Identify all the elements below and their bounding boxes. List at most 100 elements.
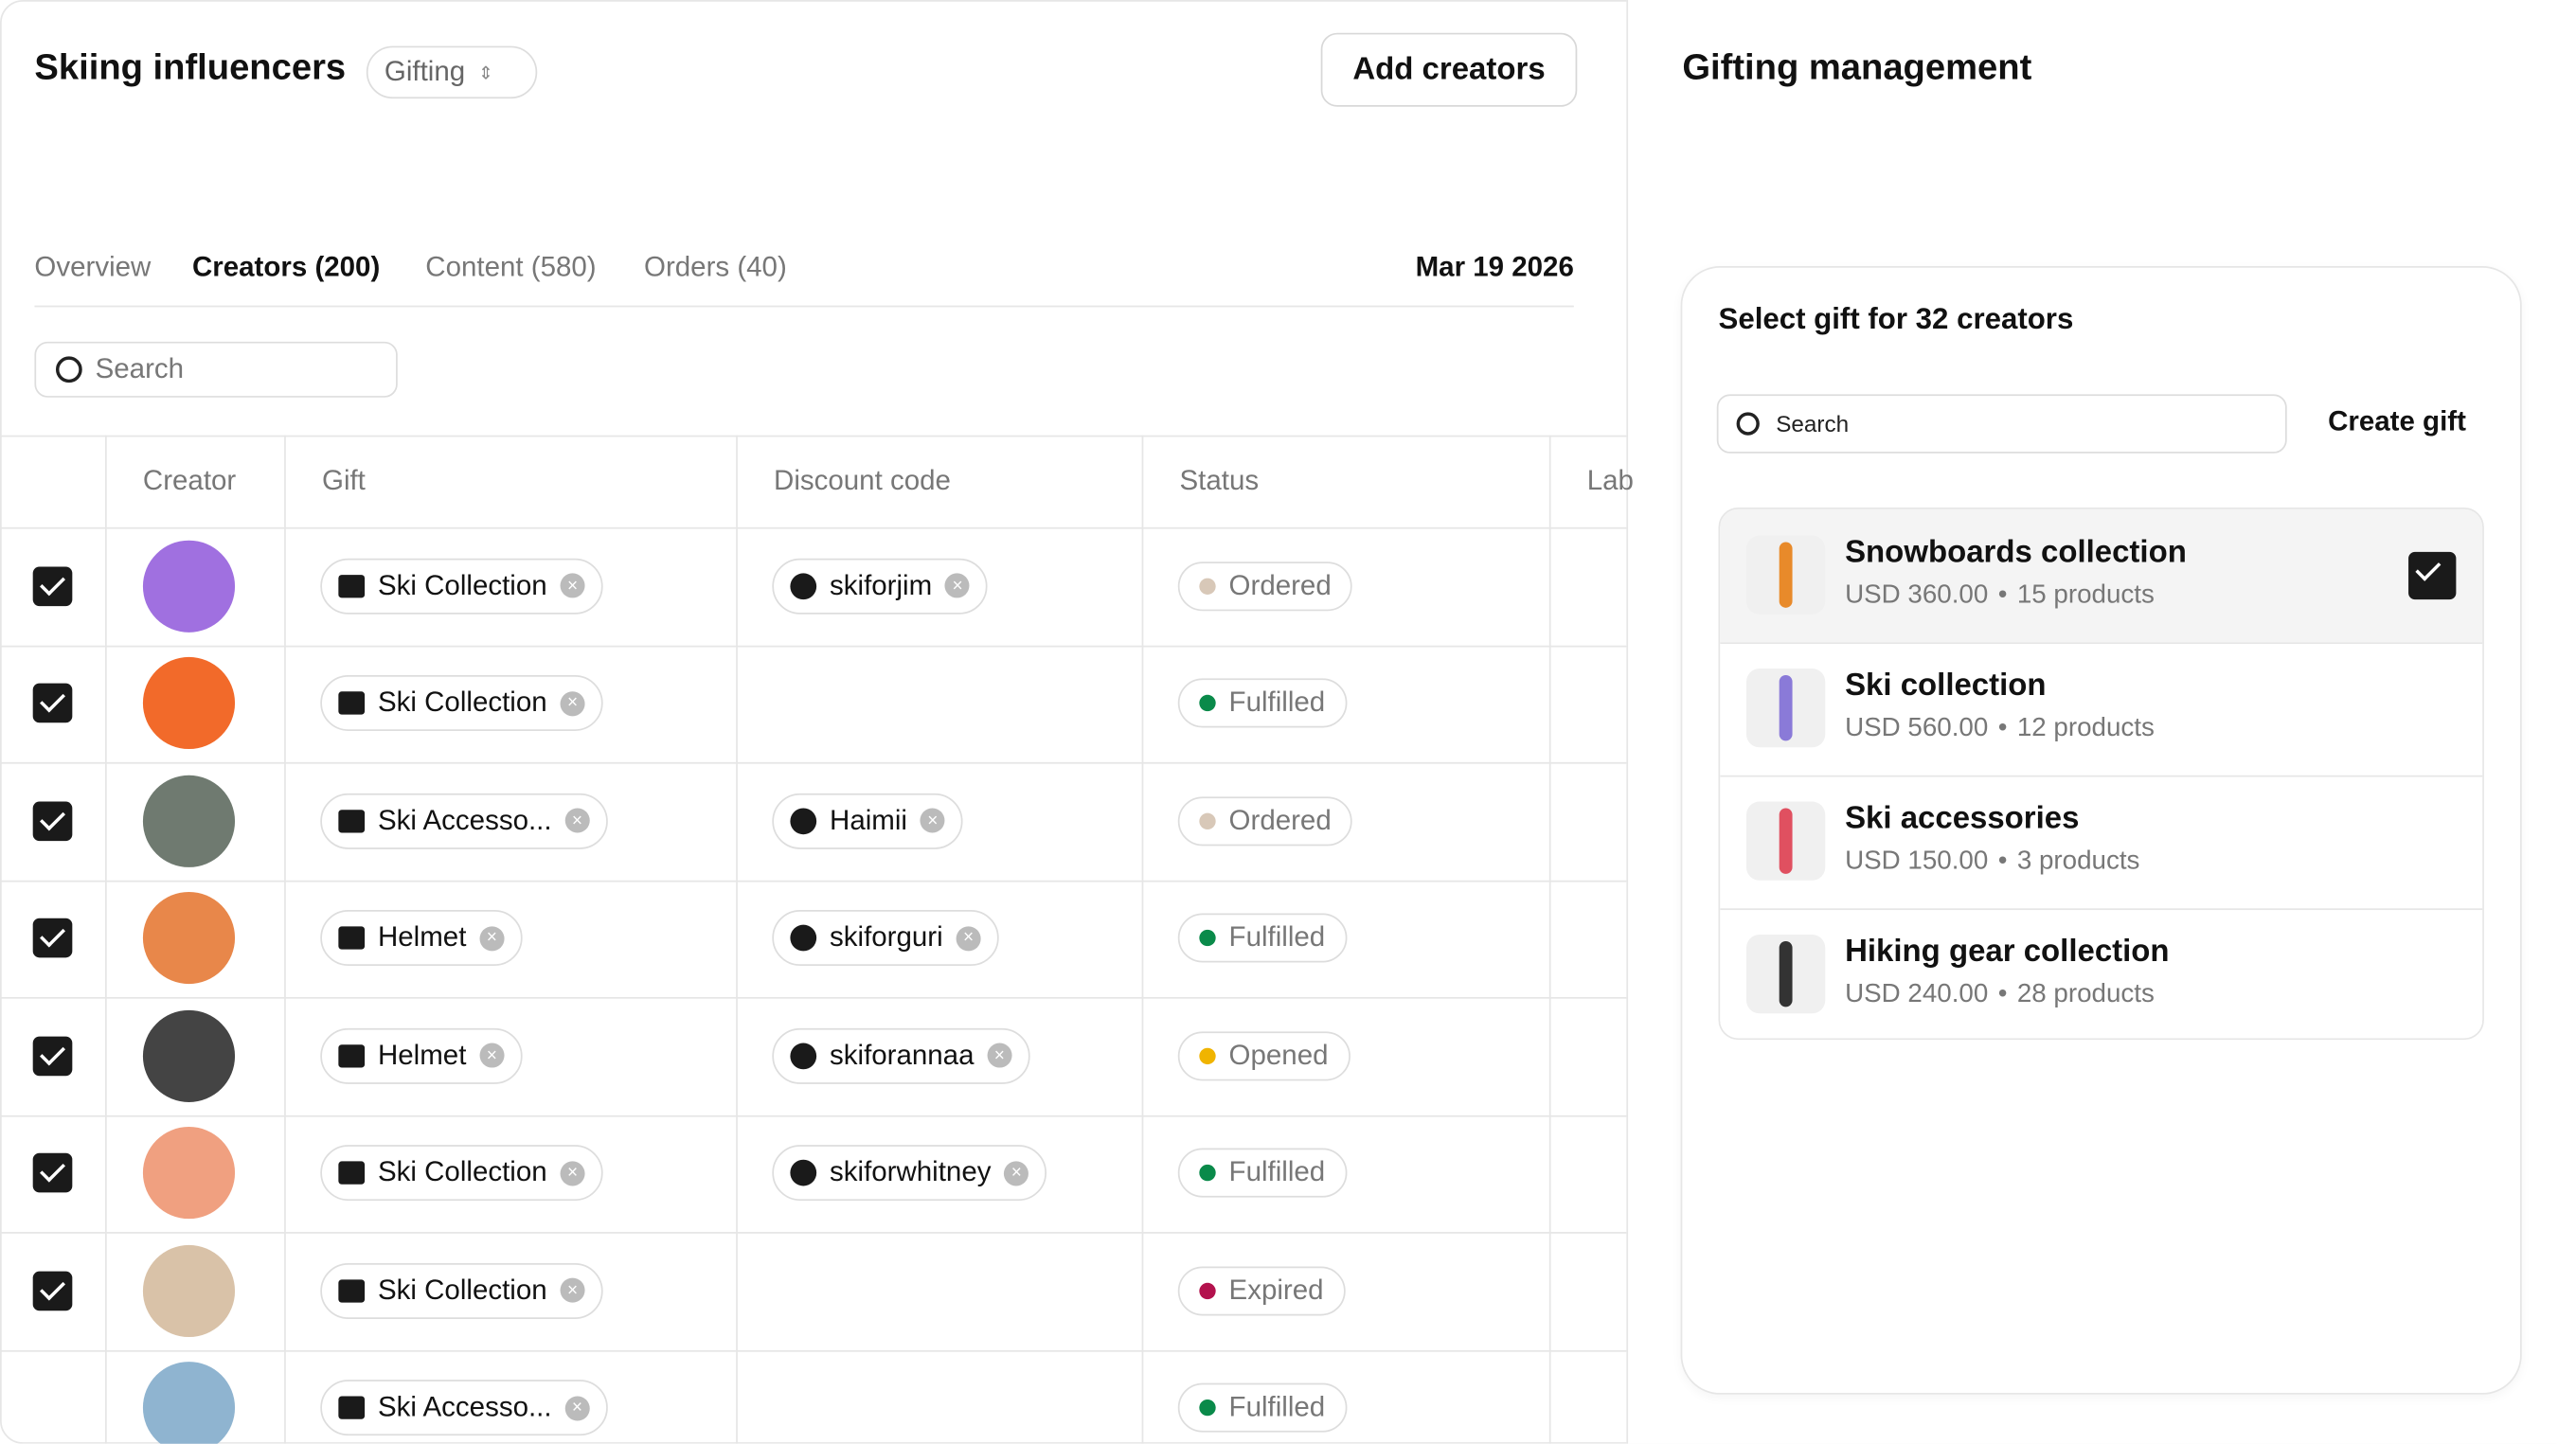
status-dot (1199, 578, 1216, 595)
checkbox[interactable] (32, 1271, 73, 1310)
remove: × (920, 808, 945, 833)
status-dot (1199, 930, 1216, 947)
gift-item[interactable] (1720, 775, 2483, 909)
remove: × (564, 1396, 590, 1421)
avatar (142, 1362, 236, 1444)
gift-icon (338, 1043, 366, 1068)
chevron: ⇕ (478, 62, 494, 83)
gift-meta: USD 150.00 • 3 products (1845, 847, 2139, 877)
separator: • (1997, 581, 2008, 610)
gift-label: Ski Collection (377, 569, 547, 601)
remove: × (564, 808, 590, 833)
gift-tag: Helmet × (320, 1027, 523, 1084)
checkbox[interactable] (32, 801, 73, 841)
gift-thumb-art (1779, 542, 1793, 608)
remove: × (479, 925, 505, 951)
row-divider (0, 996, 1627, 999)
row-divider (0, 1232, 1627, 1234)
avatar (142, 892, 236, 985)
gift-search[interactable]: Search (1716, 394, 2287, 454)
view-select[interactable]: Gifting ⇕ (366, 45, 538, 99)
gift-icon (338, 1278, 366, 1303)
gift-label: Helmet (377, 1039, 467, 1071)
row-divider (0, 761, 1627, 764)
avatar (142, 1244, 236, 1337)
column-header: Lab (1586, 464, 1634, 496)
gift-tag: Helmet × (320, 910, 523, 967)
gift-meta: USD 240.00 • 28 products (1845, 981, 2155, 1010)
gift-label: Helmet (377, 921, 467, 954)
checkbox[interactable] (32, 1036, 73, 1076)
avatar (142, 540, 236, 633)
gift-tag: Ski Collection × (320, 558, 603, 615)
gift-item[interactable] (1720, 908, 2483, 1039)
status-tag: Expired (1177, 1266, 1346, 1316)
status-label: Ordered (1228, 804, 1332, 836)
gift-item[interactable] (1720, 642, 2483, 775)
gift-products: 28 products (2016, 980, 2155, 1009)
gift-name: Snowboards collection (1845, 535, 2187, 570)
gift-tag: Ski Collection × (320, 1262, 603, 1319)
avatar (142, 1009, 236, 1102)
discount-tag: skiforannaa × (772, 1027, 1030, 1084)
status-label: Expired (1228, 1274, 1324, 1306)
row-divider (0, 879, 1627, 882)
status-tag: Fulfilled (1177, 1383, 1347, 1434)
remove: × (1004, 1160, 1029, 1186)
column-header: Creator (142, 464, 237, 496)
status-label: Fulfilled (1228, 1156, 1326, 1188)
status-tag: Ordered (1177, 795, 1353, 846)
row-divider (0, 1349, 1627, 1351)
status-label: Ordered (1228, 569, 1332, 601)
discount-tag: skiforwhitney × (772, 1145, 1047, 1202)
gift-label: Ski Accesso... (377, 1391, 552, 1423)
avatar (142, 657, 236, 750)
create-gift[interactable]: Create gift (2328, 405, 2466, 437)
gift-price: USD 560.00 (1845, 714, 1989, 743)
row-divider (0, 1114, 1627, 1116)
add-creators-button[interactable]: Add creators (1320, 32, 1578, 107)
avatar (142, 1127, 236, 1220)
column-divider (105, 435, 107, 1444)
checkbox[interactable] (32, 1153, 73, 1193)
view-label: Gifting (384, 55, 466, 87)
panel-title: Gifting management (1682, 45, 2032, 87)
gift-label: Ski Accesso... (377, 804, 552, 836)
gift-search-placeholder: Search (1776, 410, 1850, 437)
table-border (0, 435, 1627, 437)
separator: • (1997, 847, 2008, 876)
remove: × (956, 925, 981, 951)
checkbox[interactable] (32, 566, 73, 606)
discount-label: skiforguri (830, 921, 943, 954)
remove: × (560, 573, 585, 598)
gift-price: USD 150.00 (1845, 847, 1989, 876)
card-title: Select gift for 32 creators (1718, 302, 2074, 335)
discount-label: skiforannaa (830, 1039, 975, 1071)
search-box[interactable]: Search (34, 341, 398, 398)
tab[interactable]: Overview (34, 251, 152, 283)
tab[interactable]: Content (580) (425, 251, 597, 283)
remove: × (479, 1043, 505, 1068)
gift-checkbox[interactable] (2408, 551, 2457, 600)
gift-icon (338, 809, 366, 833)
search-icon (55, 356, 82, 383)
gift-meta: USD 360.00 • 15 products (1845, 581, 2155, 611)
tab[interactable]: Orders (40) (644, 251, 787, 283)
discount-icon (790, 925, 817, 952)
discount-icon (790, 572, 817, 599)
gift-name: Ski collection (1845, 669, 2047, 704)
tab-divider (34, 305, 1574, 308)
gift-item[interactable] (1720, 508, 2483, 643)
tab[interactable]: Creators (200) (191, 251, 381, 283)
gift-tag: Ski Accesso... × (320, 793, 608, 849)
status-dot (1199, 812, 1216, 829)
gift-icon (338, 691, 366, 716)
remove: × (987, 1043, 1012, 1068)
discount-tag: Haimii × (772, 793, 963, 849)
checkbox[interactable] (32, 918, 73, 958)
discount-label: skiforjim (830, 569, 933, 601)
column-divider (1141, 435, 1144, 1444)
gift-thumb-art (1779, 674, 1793, 741)
checkbox[interactable] (32, 684, 73, 723)
gift-tag: Ski Collection × (320, 675, 603, 732)
